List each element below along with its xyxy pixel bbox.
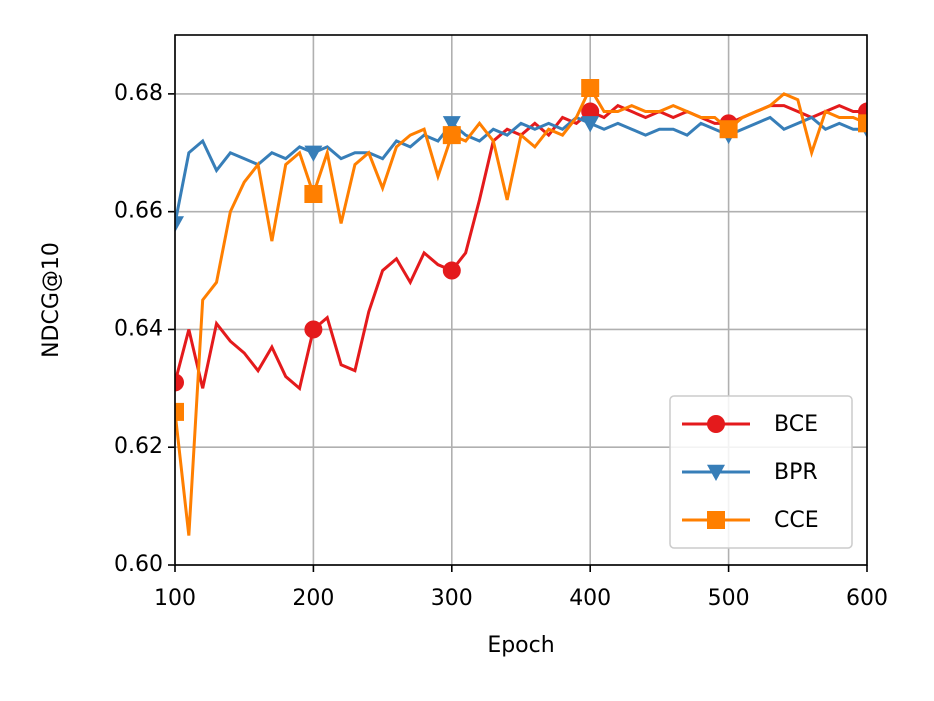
legend-label: CCE bbox=[774, 508, 819, 533]
marker bbox=[581, 79, 600, 97]
series-line bbox=[175, 84, 867, 536]
legend: BCE BPR CCE bbox=[669, 395, 853, 549]
marker bbox=[707, 464, 725, 481]
marker bbox=[442, 261, 461, 280]
marker bbox=[304, 320, 323, 339]
legend-box bbox=[669, 395, 853, 549]
x-tick-label: 200 bbox=[292, 586, 334, 611]
y-tick-label: 0.68 bbox=[114, 81, 163, 106]
y-tick-label: 0.62 bbox=[114, 434, 163, 459]
marker bbox=[581, 102, 600, 121]
x-tick-label: 300 bbox=[431, 586, 473, 611]
legend-label: BPR bbox=[774, 460, 818, 485]
marker bbox=[442, 116, 461, 133]
y-tick-label: 0.66 bbox=[114, 199, 163, 224]
marker bbox=[175, 216, 184, 233]
y-tick-label: 0.60 bbox=[114, 552, 163, 577]
x-tick-label: 400 bbox=[569, 586, 611, 611]
marker bbox=[858, 114, 867, 133]
marker bbox=[707, 415, 725, 433]
marker bbox=[175, 402, 184, 421]
y-axis-label: NDCG@10 bbox=[39, 242, 64, 358]
marker bbox=[175, 373, 184, 392]
x-tick-label: 100 bbox=[154, 586, 196, 611]
series-line bbox=[175, 103, 867, 392]
legend-label: BCE bbox=[774, 412, 818, 437]
y-tick-label: 0.64 bbox=[114, 316, 163, 341]
marker bbox=[304, 145, 323, 162]
marker bbox=[304, 185, 323, 203]
marker bbox=[719, 120, 738, 139]
plot-frame bbox=[174, 34, 868, 566]
marker bbox=[442, 126, 461, 145]
x-axis-label: Epoch bbox=[487, 633, 554, 658]
x-tick-label: 600 bbox=[846, 586, 888, 611]
series-line bbox=[175, 115, 867, 224]
x-tick-label: 500 bbox=[708, 586, 750, 611]
marker bbox=[581, 116, 600, 133]
marker bbox=[707, 511, 725, 529]
